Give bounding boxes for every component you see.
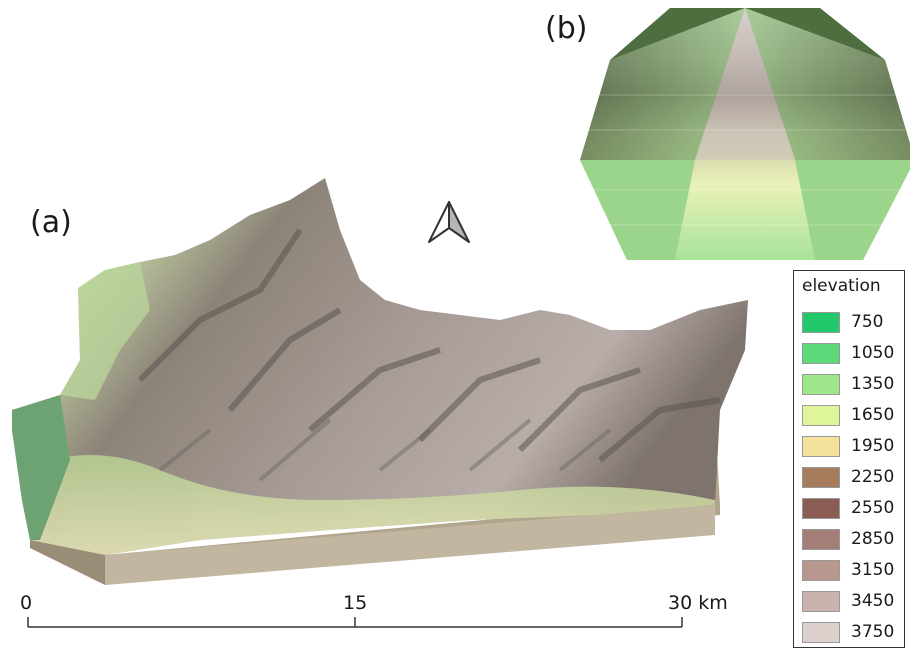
legend-title: elevation [802,276,881,296]
panel-label-b: (b) [545,11,588,46]
legend-item: 1350 [802,371,894,397]
legend-item: 2250 [802,464,894,490]
scale-label-start: 0 [20,592,33,614]
legend-value: 3150 [851,560,895,580]
legend-swatch [802,404,840,426]
scale-bar [27,617,683,628]
legend-value: 1650 [851,405,895,425]
legend-item: 3750 [802,619,894,645]
legend-value: 750 [851,312,884,332]
legend-value: 1050 [851,343,895,363]
legend-swatch [802,435,840,457]
octagon-elevation-model [580,8,910,260]
legend-item: 750 [802,309,883,335]
legend-swatch [802,342,840,364]
legend-value: 2250 [851,467,895,487]
scale-label-mid: 15 [343,592,368,614]
legend-item: 1650 [802,402,894,428]
scale-label-end: 30 km [668,592,728,614]
legend-swatch [802,590,840,612]
legend-swatch [802,528,840,550]
legend-item: 3150 [802,557,894,583]
north-arrow-icon [428,201,470,243]
legend-value: 3450 [851,591,895,611]
panel-label-a: (a) [30,205,72,240]
legend-item: 2850 [802,526,894,552]
legend-value: 1950 [851,436,895,456]
legend-item: 1050 [802,340,894,366]
legend-swatch [802,497,840,519]
elevation-legend: elevation 750 1050 1350 1650 1950 2250 2… [793,270,905,648]
legend-value: 3750 [851,622,895,642]
legend-item: 3450 [802,588,894,614]
legend-item: 2550 [802,495,894,521]
legend-swatch [802,621,840,643]
terrain-3d-map [12,178,748,585]
legend-item: 1950 [802,433,894,459]
legend-swatch [802,311,840,333]
legend-swatch [802,466,840,488]
legend-value: 2850 [851,529,895,549]
legend-swatch [802,373,840,395]
legend-value: 1350 [851,374,895,394]
legend-swatch [802,559,840,581]
legend-value: 2550 [851,498,895,518]
